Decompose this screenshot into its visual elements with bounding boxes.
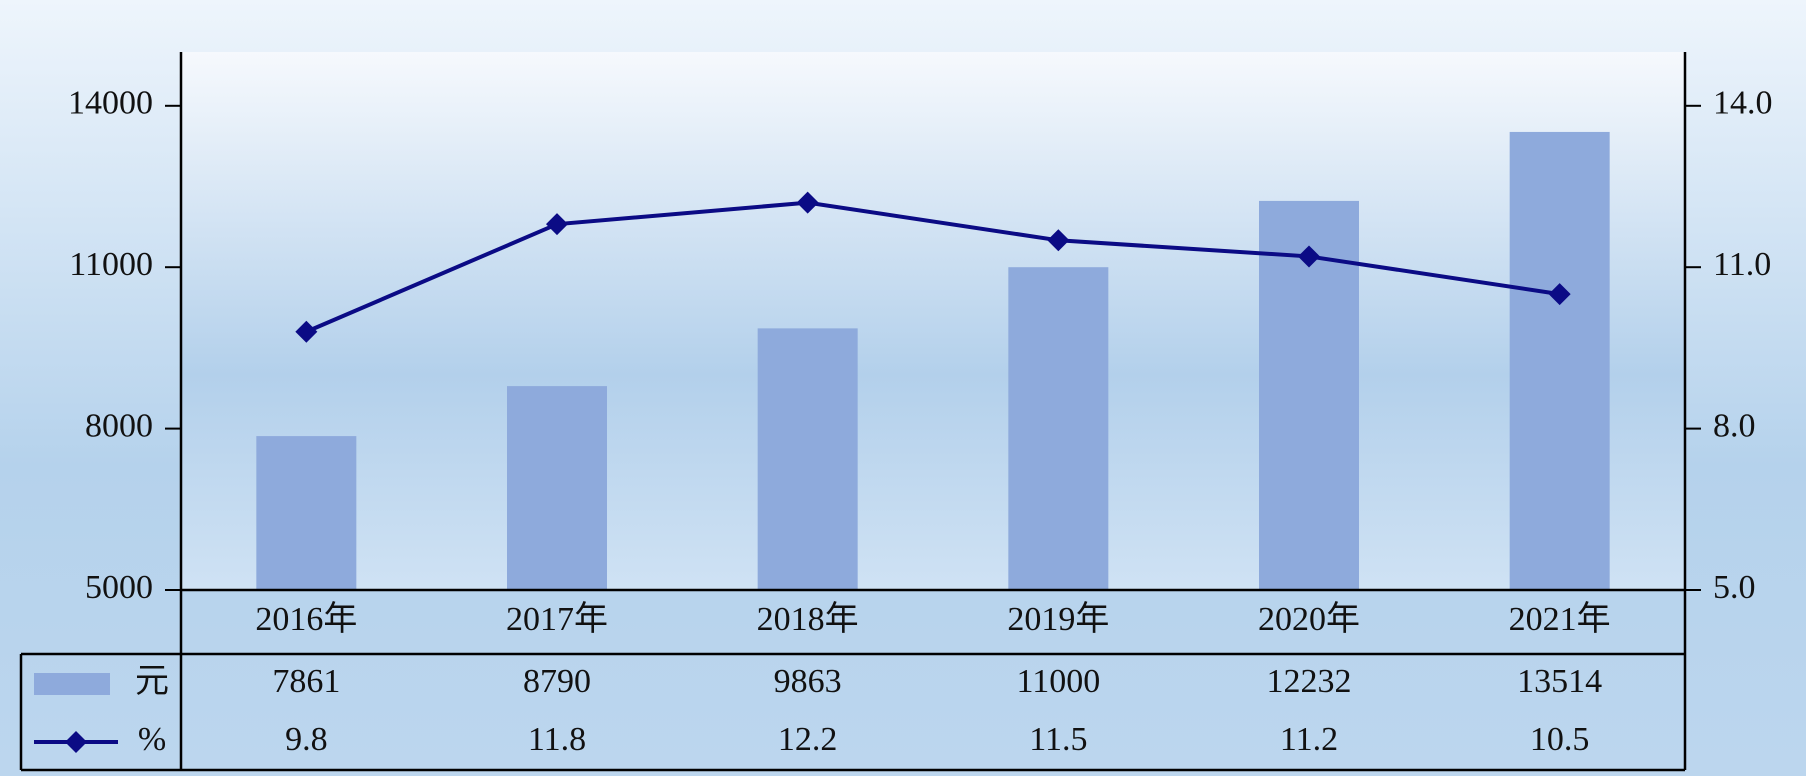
y2-tick-label: 5.0: [1713, 569, 1756, 606]
table-value: 9.8: [285, 721, 328, 758]
legend-label: %: [138, 721, 166, 758]
plot-area: [181, 52, 1685, 590]
x-tick-label: 2016年: [255, 600, 357, 638]
line-marker: [1298, 245, 1320, 268]
y-tick-label: 11000: [69, 246, 153, 283]
table-value: 10.5: [1530, 721, 1590, 758]
table-value: 11.5: [1029, 721, 1087, 758]
legend-marker: [65, 731, 87, 753]
line-marker: [295, 320, 318, 343]
y2-tick-label: 11.0: [1713, 246, 1771, 283]
line: [305, 200, 1560, 334]
table-value: 11.8: [528, 721, 586, 758]
x-tick-label: 2020年: [1258, 600, 1360, 638]
y-tick-label: 5000: [85, 569, 153, 606]
x-tick-label: 2019年: [1007, 600, 1109, 638]
table-value: 8790: [523, 663, 591, 700]
y-tick-label: 14000: [68, 85, 153, 122]
x-tick-label: 2018年: [757, 600, 859, 638]
table-value: 13514: [1517, 663, 1602, 700]
table-value: 11.2: [1280, 721, 1338, 758]
legend-label: 元: [135, 663, 169, 700]
y2-tick-label: 8.0: [1713, 407, 1756, 444]
line-marker: [546, 213, 568, 236]
table-value: 7861: [272, 663, 340, 700]
line-marker: [1548, 283, 1571, 306]
table-value: 12.2: [778, 721, 838, 758]
x-tick-label: 2021年: [1509, 600, 1611, 638]
y2-tick-label: 14.0: [1713, 85, 1773, 122]
bar: [757, 328, 858, 590]
bar: [1509, 131, 1610, 591]
line-marker: [796, 191, 819, 214]
legend-swatch: [34, 673, 110, 695]
bar: [507, 386, 607, 590]
bar: [256, 436, 357, 590]
table-value: 9863: [774, 663, 842, 700]
line-marker: [1047, 229, 1070, 252]
bar: [1008, 267, 1109, 590]
table-value: 11000: [1016, 663, 1100, 700]
y-tick-label: 8000: [85, 407, 153, 444]
x-tick-label: 2017年: [506, 600, 608, 638]
table-value: 12232: [1267, 663, 1352, 700]
